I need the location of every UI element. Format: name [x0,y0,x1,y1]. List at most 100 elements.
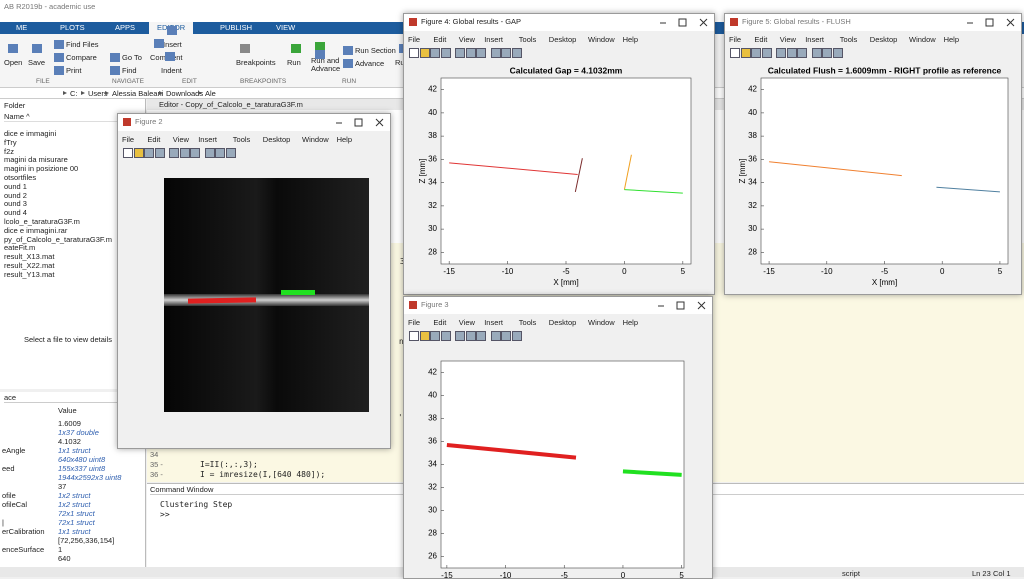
ribbon-button[interactable]: Advance [355,59,384,68]
toolbar-icon[interactable] [512,331,522,341]
file-item[interactable]: eateFit.m [4,243,35,252]
ribbon-button[interactable]: Find Files [66,40,99,49]
toolbar-icon[interactable] [430,48,440,58]
toolbar-icon[interactable] [491,331,501,341]
ribbon-button[interactable]: Print [66,66,81,75]
file-item[interactable]: magini in posizione 00 [4,164,78,173]
file-item[interactable]: result_Y13.mat [4,270,54,279]
file-item[interactable]: dice e immagini.rar [4,226,67,235]
menu-item[interactable]: Tools [840,35,858,44]
file-item[interactable]: dice e immagini [4,129,56,138]
ribbon-button[interactable]: Run Section [355,46,396,55]
toolbar-icon[interactable] [476,48,486,58]
toolbar-icon[interactable] [833,48,843,58]
toolbar-icon[interactable] [797,48,807,58]
menu-item[interactable]: Tools [519,35,537,44]
variable-name[interactable]: enceSurface [2,545,44,554]
ribbon-button[interactable]: Go To [122,53,142,62]
menu-item[interactable]: Desktop [870,35,898,44]
menu-item[interactable]: Insert [198,135,217,144]
toolbar-icon[interactable] [169,148,179,158]
ribbon-tab[interactable]: ME [8,22,35,34]
menu-item[interactable]: Window [909,35,936,44]
ribbon-button[interactable]: Breakpoints [236,58,276,67]
toolbar-icon[interactable] [476,331,486,341]
toolbar-icon[interactable] [190,148,200,158]
variable-name[interactable]: eAngle [2,446,25,455]
toolbar-icon[interactable] [751,48,761,58]
path-segment[interactable]: C: [70,89,78,98]
menu-item[interactable]: View [459,318,475,327]
toolbar-icon[interactable] [215,148,225,158]
toolbar-icon[interactable] [226,148,236,158]
window-controls[interactable] [654,14,714,31]
toolbar-icon[interactable] [144,148,154,158]
file-item[interactable]: magini da misurare [4,155,68,164]
ribbon-button[interactable]: Compare [66,53,97,62]
toolbar-icon[interactable] [822,48,832,58]
path-segment[interactable]: Alessia Baleani [112,89,163,98]
menu-item[interactable]: Tools [233,135,251,144]
toolbar-icon[interactable] [812,48,822,58]
file-item[interactable]: otsortfiles [4,173,36,182]
toolbar-icon[interactable] [741,48,751,58]
toolbar-icon[interactable] [501,331,511,341]
toolbar-icon[interactable] [409,48,419,58]
toolbar-icon[interactable] [134,148,144,158]
window-controls[interactable] [652,297,712,314]
menu-item[interactable]: View [173,135,189,144]
menu-item[interactable]: Desktop [263,135,291,144]
menu-item[interactable]: Tools [519,318,537,327]
toolbar-icon[interactable] [430,331,440,341]
menu-item[interactable]: Window [302,135,329,144]
ribbon-tab[interactable]: PUBLISH [212,22,260,34]
file-item[interactable]: fTry [4,138,17,147]
toolbar-icon[interactable] [180,148,190,158]
ribbon-tab[interactable]: APPS [107,22,143,34]
menu-item[interactable]: File [122,135,134,144]
toolbar-icon[interactable] [491,48,501,58]
variable-name[interactable]: | [2,518,4,527]
file-item[interactable]: ound 3 [4,199,27,208]
toolbar-icon[interactable] [466,331,476,341]
toolbar-icon[interactable] [420,331,430,341]
file-item[interactable]: f2z [4,147,14,156]
window-controls[interactable] [961,14,1021,31]
variable-name[interactable]: ofile [2,491,16,500]
variable-name[interactable]: erCalibration [2,527,45,536]
menu-item[interactable]: Help [944,35,959,44]
menu-item[interactable]: File [408,318,420,327]
ribbon-button[interactable]: Insert [163,40,182,49]
toolbar-icon[interactable] [762,48,772,58]
menu-item[interactable]: View [459,35,475,44]
toolbar-icon[interactable] [123,148,133,158]
menu-item[interactable]: Help [623,35,638,44]
menu-item[interactable]: Edit [754,35,767,44]
toolbar-icon[interactable] [466,48,476,58]
ribbon-button[interactable]: Open [4,58,22,67]
menu-item[interactable]: Desktop [549,318,577,327]
variable-name[interactable]: ofileCal [2,500,27,509]
file-item[interactable]: ound 2 [4,191,27,200]
toolbar-icon[interactable] [441,331,451,341]
menu-item[interactable]: Insert [484,35,503,44]
menu-item[interactable]: Insert [805,35,824,44]
menu-item[interactable]: Edit [433,35,446,44]
file-item[interactable]: lcolo_e_taraturaG3F.m [4,217,80,226]
menu-item[interactable]: Desktop [549,35,577,44]
menu-item[interactable]: Edit [433,318,446,327]
toolbar-icon[interactable] [787,48,797,58]
file-item[interactable]: ound 4 [4,208,27,217]
window-controls[interactable] [330,114,390,131]
ribbon-button[interactable]: Run [287,58,301,67]
menu-item[interactable]: Insert [484,318,503,327]
toolbar-icon[interactable] [512,48,522,58]
toolbar-icon[interactable] [730,48,740,58]
toolbar-icon[interactable] [155,148,165,158]
variable-name[interactable]: eed [2,464,15,473]
ribbon-tab[interactable]: VIEW [268,22,303,34]
toolbar-icon[interactable] [776,48,786,58]
toolbar-icon[interactable] [455,331,465,341]
menu-item[interactable]: Help [623,318,638,327]
ribbon-button[interactable]: Advance [311,64,340,73]
